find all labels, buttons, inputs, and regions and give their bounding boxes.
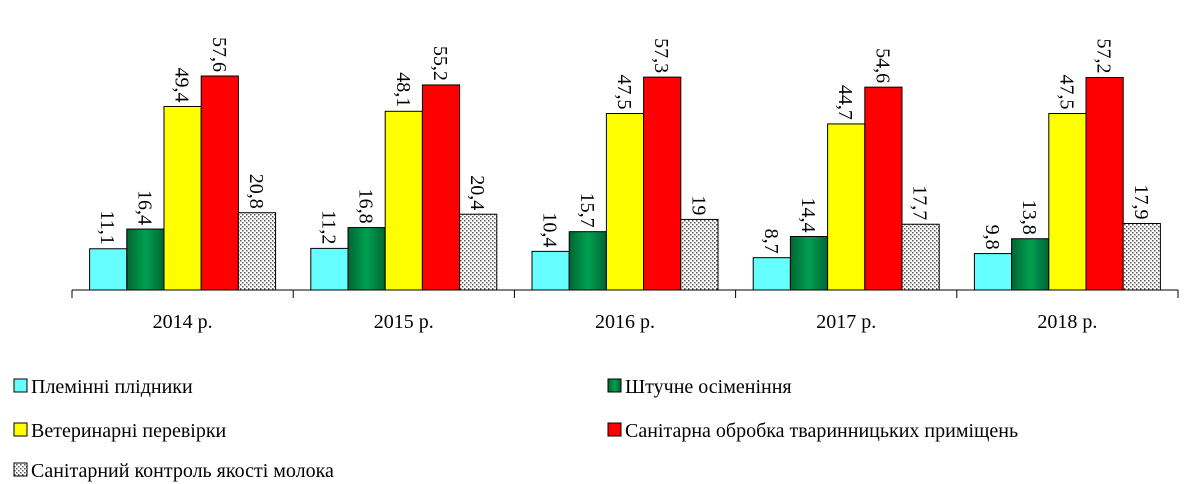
legend-label: Племінні плідники: [31, 376, 193, 398]
data-label: 44,7: [834, 85, 856, 120]
data-label: 17,9: [1130, 184, 1152, 219]
bar: [1085, 76, 1124, 291]
bar: [973, 253, 1013, 291]
bar: [605, 113, 645, 291]
legend-swatch: [13, 378, 28, 393]
bar: [237, 212, 277, 291]
data-label: 17,7: [909, 185, 931, 220]
bar: [310, 247, 349, 291]
data-label: 54,6: [871, 48, 893, 83]
legend-swatch: [607, 378, 622, 393]
data-label: 16,4: [133, 190, 155, 225]
bar: [680, 218, 719, 291]
legend-swatch: [607, 422, 622, 437]
data-label: 48,1: [392, 72, 414, 107]
data-label: 15,7: [576, 193, 598, 228]
bar: [200, 75, 239, 291]
data-label: 20,4: [466, 175, 488, 210]
data-label: 47,5: [613, 75, 635, 110]
data-label: 11,2: [317, 210, 339, 244]
x-tick-label: 2014 р.: [153, 311, 213, 333]
bar: [126, 228, 165, 291]
bar: [163, 105, 202, 291]
bar: [864, 86, 903, 291]
legend-label: Ветеринарні перевірки: [31, 420, 227, 442]
data-label: 16,8: [355, 189, 377, 224]
x-tick-label: 2016 р.: [595, 311, 655, 333]
legend-label: Санітарна обробка тваринницьких приміщен…: [625, 420, 1018, 442]
legend-label: Санітарний контроль якості молока: [31, 460, 334, 482]
data-label: 9,8: [981, 225, 1003, 250]
bar: [789, 236, 829, 291]
data-label: 57,6: [208, 37, 230, 72]
bar: [1011, 238, 1050, 291]
bar: [568, 231, 607, 291]
data-label: 19: [687, 195, 709, 215]
legend-swatch: [13, 422, 28, 437]
data-label: 11,1: [96, 210, 118, 244]
bar: [347, 227, 386, 291]
data-label: 10,4: [539, 212, 561, 247]
bar: [384, 110, 423, 291]
data-label: 57,3: [650, 38, 672, 73]
data-label: 8,7: [760, 229, 782, 254]
data-label: 13,8: [1018, 200, 1040, 235]
legend-label: Штучне осіменіння: [625, 376, 792, 398]
data-label: 47,5: [1055, 75, 1077, 110]
bar: [531, 250, 570, 291]
bar: [901, 223, 940, 291]
data-label: 49,4: [171, 67, 193, 102]
bar: [752, 257, 791, 291]
x-tick-label: 2017 р.: [816, 311, 876, 333]
x-tick-label: 2018 р.: [1037, 311, 1097, 333]
data-label: 57,2: [1093, 38, 1115, 73]
bar: [89, 248, 128, 291]
bar: [643, 76, 682, 291]
x-tick-label: 2015 р.: [374, 311, 434, 333]
data-label: 14,4: [797, 198, 819, 233]
data-label: 20,8: [245, 174, 267, 209]
bar: [1048, 113, 1087, 291]
bar: [459, 213, 498, 291]
bar: [421, 84, 461, 291]
data-label: 55,2: [429, 46, 451, 81]
bar: [827, 123, 866, 291]
bar: [1122, 222, 1161, 291]
legend-swatch: [13, 462, 28, 477]
